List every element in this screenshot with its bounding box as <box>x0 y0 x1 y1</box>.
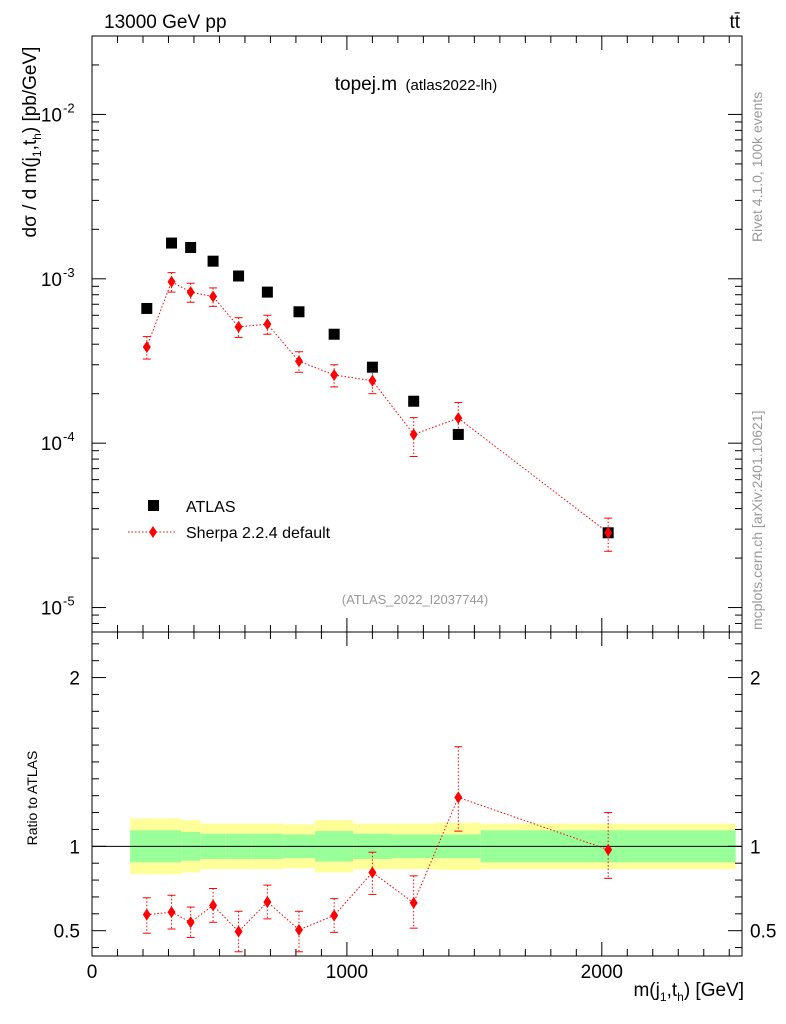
x-tick-label: 2000 <box>581 962 623 983</box>
ratio-point <box>454 791 463 804</box>
header-energy-label: 13000 GeV pp <box>104 12 227 33</box>
y-tick-label-ratio-right: 1 <box>750 837 761 858</box>
y-tick-label-main: 10 <box>41 434 62 455</box>
y-tick-label-ratio-left: 0.5 <box>54 922 80 943</box>
ratio-point <box>167 906 176 919</box>
sherpa-point <box>263 318 272 331</box>
legend-sherpa-label: Sherpa 2.2.4 default <box>186 525 331 542</box>
sherpa-point <box>167 275 176 288</box>
ratio-axis-ticks: 0 1000 2000 0.5 0.5 1 1 2 2 <box>54 632 776 983</box>
sherpa-point <box>368 374 377 387</box>
atlas-data-point <box>408 395 420 407</box>
atlas-data-point <box>261 286 273 298</box>
sherpa-point <box>294 355 303 368</box>
main-axis-ticks: 10-510-410-310-2 <box>41 35 742 632</box>
x-axis-label: m(j1,th) [GeV] <box>633 980 744 1004</box>
ratio-point <box>209 899 218 912</box>
header-process-label: tt̄ <box>729 12 740 33</box>
atlas-data-point <box>293 306 305 318</box>
ratio-point <box>234 925 243 938</box>
y-tick-label-main-exponent: -5 <box>63 594 75 609</box>
y-tick-label-ratio-right: 2 <box>750 669 761 690</box>
ratio-point <box>294 923 303 936</box>
atlas-data-point <box>328 328 340 340</box>
y-tick-label-main-exponent: -2 <box>63 100 75 115</box>
y-tick-label-main: 10 <box>41 105 62 126</box>
main-panel-frame <box>91 35 743 633</box>
x-tick-label: 1000 <box>326 962 368 983</box>
atlas-data-point <box>366 361 378 373</box>
ratio-point <box>368 866 377 879</box>
legend-atlas-label: ATLAS <box>186 499 236 516</box>
x-tick-label: 0 <box>87 962 98 983</box>
main-y-axis-label: dσ / d m(j1,th) [pb/GeV] <box>20 46 44 238</box>
legend: ATLAS Sherpa 2.2.4 default <box>128 499 331 542</box>
sherpa-point <box>186 286 195 299</box>
main-series-layer <box>141 237 614 552</box>
ratio-point <box>142 908 151 921</box>
plot-title-main: topej.m <box>335 74 397 95</box>
sherpa-line <box>146 281 609 534</box>
y-tick-label-ratio-left: 2 <box>69 669 80 690</box>
ratio-point <box>330 909 339 922</box>
atlas-data-point <box>141 302 153 314</box>
analysis-watermark: (ATLAS_2022_I2037744) <box>342 592 488 607</box>
ratio-series-layer <box>142 746 613 953</box>
sherpa-point <box>454 412 463 425</box>
ratio-y-axis-label: Ratio to ATLAS <box>24 751 40 846</box>
legend-atlas-marker <box>148 500 159 511</box>
atlas-data-point <box>166 237 178 249</box>
atlas-data-point <box>452 428 464 440</box>
atlas-data-point <box>185 242 197 254</box>
mcplots-label: mcplots.cern.ch [arXiv:2401.10621] <box>749 411 765 630</box>
y-tick-label-main: 10 <box>41 599 62 620</box>
y-tick-label-ratio-right: 0.5 <box>750 922 776 943</box>
ratio-panel-frame <box>91 631 743 957</box>
y-tick-label-ratio-left: 1 <box>69 837 80 858</box>
atlas-data-point <box>233 270 245 282</box>
plot-title-sub: (atlas2022-lh) <box>406 77 498 94</box>
ratio-point <box>604 843 613 856</box>
sherpa-point <box>604 526 613 539</box>
ratio-point <box>186 916 195 929</box>
atlas-data-point <box>207 255 219 267</box>
rivet-version-label: Rivet 4.1.0, 100k events <box>749 92 765 242</box>
sherpa-point <box>209 290 218 303</box>
main-plot-title: topej.m (atlas2022-lh) <box>335 74 497 95</box>
ratio-point <box>409 896 418 909</box>
legend-sherpa-marker <box>149 526 157 538</box>
sherpa-point <box>330 368 339 381</box>
sherpa-point <box>142 340 151 353</box>
y-tick-label-main-exponent: -4 <box>63 429 75 444</box>
y-tick-label-main-exponent: -3 <box>63 265 75 280</box>
y-tick-label-main: 10 <box>41 270 62 291</box>
sherpa-point <box>409 428 418 441</box>
ratio-sherpa-line <box>146 796 609 933</box>
sherpa-point <box>234 320 243 333</box>
ratio-point <box>263 896 272 908</box>
